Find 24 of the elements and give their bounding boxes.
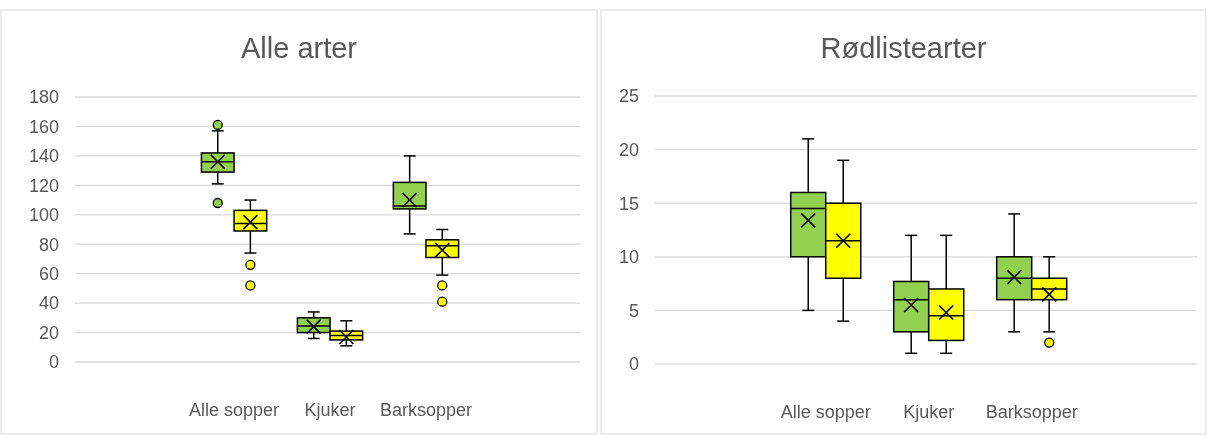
y-tick-label: 20	[38, 322, 59, 343]
y-tick-label: 120	[28, 175, 59, 196]
y-tick-label: 15	[618, 193, 639, 214]
y-tick-label: 40	[38, 293, 59, 314]
y-tick-label: 0	[48, 352, 59, 373]
y-tick-label: 100	[28, 205, 59, 226]
x-tick-label: Kjuker	[304, 400, 356, 420]
y-tick-label: 80	[38, 234, 59, 255]
x-tick-label: Barksopper	[379, 400, 473, 420]
y-tick-label: 160	[28, 116, 59, 137]
x-tick-label: Alle sopper	[780, 402, 871, 422]
y-tick-label: 0	[628, 354, 639, 375]
chart-title: Rødlistearter	[820, 32, 987, 64]
chart-title: Alle arter	[240, 32, 358, 64]
x-tick-label: Barksopper	[985, 402, 1078, 422]
y-tick-label: 20	[618, 139, 639, 160]
x-tick-label: Alle sopper	[189, 400, 280, 420]
y-tick-label: 25	[618, 86, 639, 107]
y-tick-label: 180	[28, 87, 59, 108]
y-tick-label: 10	[618, 247, 639, 268]
y-tick-label: 140	[28, 146, 59, 167]
y-tick-label: 60	[38, 263, 59, 284]
y-tick-label: 5	[628, 300, 639, 321]
x-tick-label: Kjuker	[903, 402, 955, 422]
